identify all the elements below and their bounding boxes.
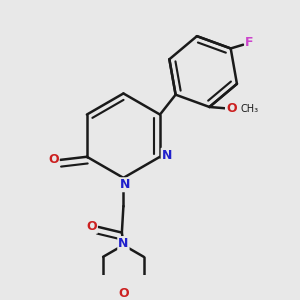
Text: O: O xyxy=(226,102,237,115)
Text: O: O xyxy=(118,287,129,300)
Text: N: N xyxy=(162,149,172,162)
Text: F: F xyxy=(245,36,254,49)
Text: O: O xyxy=(86,220,97,233)
Text: N: N xyxy=(120,178,130,191)
Text: O: O xyxy=(48,153,59,167)
Text: CH₃: CH₃ xyxy=(240,104,258,115)
Text: N: N xyxy=(118,237,129,250)
